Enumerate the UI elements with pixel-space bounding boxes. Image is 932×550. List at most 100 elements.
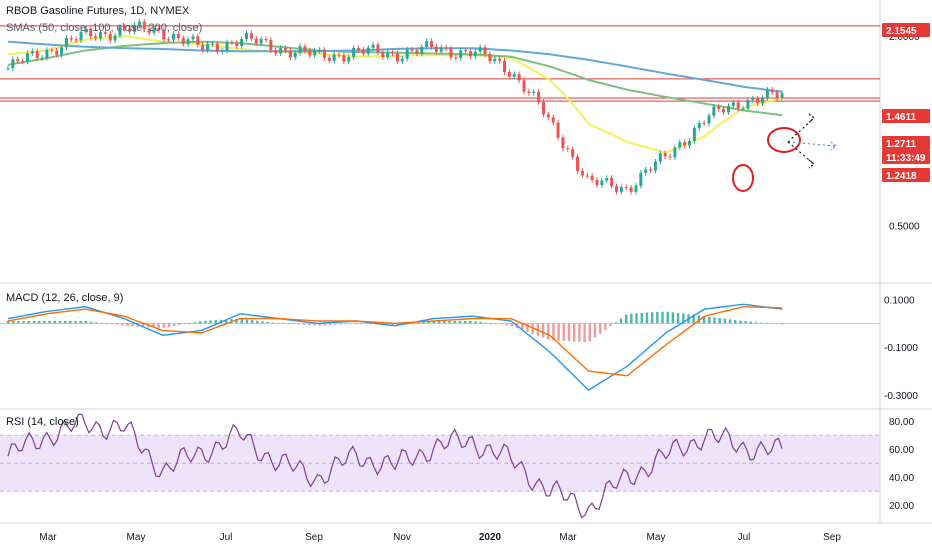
macd-histogram-bar — [84, 321, 88, 324]
price-tag-bg — [882, 168, 930, 182]
macd-histogram-bar — [697, 315, 701, 324]
macd-histogram-bar — [157, 323, 160, 328]
macd-histogram-bar — [510, 323, 514, 327]
macd-histogram-bar — [463, 320, 467, 324]
candle-body — [118, 26, 122, 36]
sma-lines — [7, 35, 783, 154]
candle-body — [55, 50, 59, 55]
macd-histogram-bar — [297, 323, 301, 325]
rsi-legend[interactable]: RSI (14, close) — [6, 416, 79, 428]
macd-histogram-bar — [588, 323, 591, 342]
candle-body — [434, 46, 438, 52]
candle-body — [444, 47, 448, 49]
macd-histogram-bar — [193, 322, 197, 324]
candle-body — [186, 39, 190, 44]
candle-body — [683, 142, 687, 146]
candle-body — [697, 123, 701, 128]
candle-body — [473, 51, 477, 57]
macd-histogram-bar — [573, 323, 576, 342]
macd-histogram-bar — [500, 323, 503, 325]
candle-body — [765, 89, 769, 99]
candle-body — [488, 54, 492, 62]
candle-body — [532, 91, 536, 94]
candle-body — [405, 49, 409, 59]
highlight-circle — [732, 164, 754, 192]
time-tick-label: May — [647, 532, 666, 543]
candle-body — [303, 46, 307, 51]
candle-body — [688, 140, 692, 146]
macd-histogram-bar — [760, 322, 763, 324]
macd-histogram-bar — [287, 323, 290, 325]
candle-body — [356, 48, 360, 50]
candle-body — [503, 60, 507, 73]
candle-body — [318, 49, 322, 51]
candle-body — [249, 33, 253, 39]
candle-body — [425, 41, 429, 47]
projection-arrow — [787, 141, 815, 165]
macd-histogram-bar — [100, 322, 103, 324]
macd-histogram-bar — [245, 319, 249, 324]
candle-body — [206, 43, 210, 51]
price-tag-label: 1.2418 — [886, 171, 917, 182]
candle-body — [770, 89, 774, 93]
sma-line-sma-50 — [7, 35, 783, 154]
candle-body — [649, 169, 653, 171]
candle-body — [381, 52, 385, 58]
time-tick-label: Mar — [39, 532, 57, 543]
candle-body — [74, 39, 78, 41]
time-axis: Mar May Jul Sep Nov 2020 Mar May Jul Sep — [39, 532, 841, 543]
macd-histogram-bar — [339, 323, 342, 325]
macd-histogram-bar — [292, 323, 295, 325]
rsi-band-fill — [0, 435, 880, 492]
candle-body — [644, 169, 648, 173]
macd-histogram-bar — [53, 320, 56, 324]
candle-body — [780, 93, 784, 98]
macd-histogram-bar — [723, 318, 727, 324]
candle-body — [561, 137, 565, 149]
macd-histogram-bar — [682, 313, 685, 324]
macd-histogram-bar — [547, 323, 550, 340]
price-tag-label: 1.4611 — [886, 112, 916, 123]
candle-body — [464, 50, 468, 52]
candle-body — [439, 47, 443, 52]
price-tag-label: 1.2711 — [886, 139, 916, 150]
candle-body — [493, 58, 497, 62]
candle-body — [746, 100, 750, 109]
candle-body — [157, 28, 161, 31]
macd-histogram-bar — [167, 323, 171, 327]
candle-body — [347, 57, 351, 62]
macd-legend[interactable]: MACD (12, 26, close, 9) — [6, 292, 124, 304]
macd-histogram-bar — [775, 323, 779, 325]
macd-histogram-bar — [391, 323, 394, 326]
candle-body — [566, 148, 570, 150]
candle-body — [128, 28, 132, 32]
candle-body — [736, 102, 740, 109]
sma-line-sma-100 — [7, 40, 783, 117]
candle-body — [512, 74, 516, 77]
candle-body — [629, 187, 633, 192]
candle-body — [342, 55, 346, 62]
macd-histogram-bar — [734, 319, 737, 324]
macd-histogram-bar — [656, 311, 659, 324]
price-tag-label: 11:33:49 — [886, 153, 926, 164]
candle-body — [283, 47, 287, 51]
candle-body — [269, 40, 273, 51]
candle-body — [98, 32, 102, 39]
candle-body — [707, 115, 711, 124]
macd-histogram-bar — [624, 314, 628, 324]
macd-histogram-bar — [448, 320, 451, 324]
macd-histogram-bar — [604, 323, 607, 330]
candle-body — [137, 21, 141, 25]
sma-legend[interactable]: SMAs (50, close, 100, close, 200, close) — [6, 22, 203, 34]
candle-body — [717, 106, 721, 109]
candle-body — [658, 153, 662, 162]
candle-body — [196, 36, 200, 45]
price-tick-label: 0.5000 — [889, 221, 920, 232]
macd-histogram-bar — [443, 320, 446, 324]
macd-histogram-bar — [276, 323, 280, 325]
macd-histogram-bar — [754, 322, 758, 324]
candle-body — [361, 49, 365, 54]
candle-body — [279, 47, 283, 54]
macd-histogram-bar — [365, 323, 368, 325]
